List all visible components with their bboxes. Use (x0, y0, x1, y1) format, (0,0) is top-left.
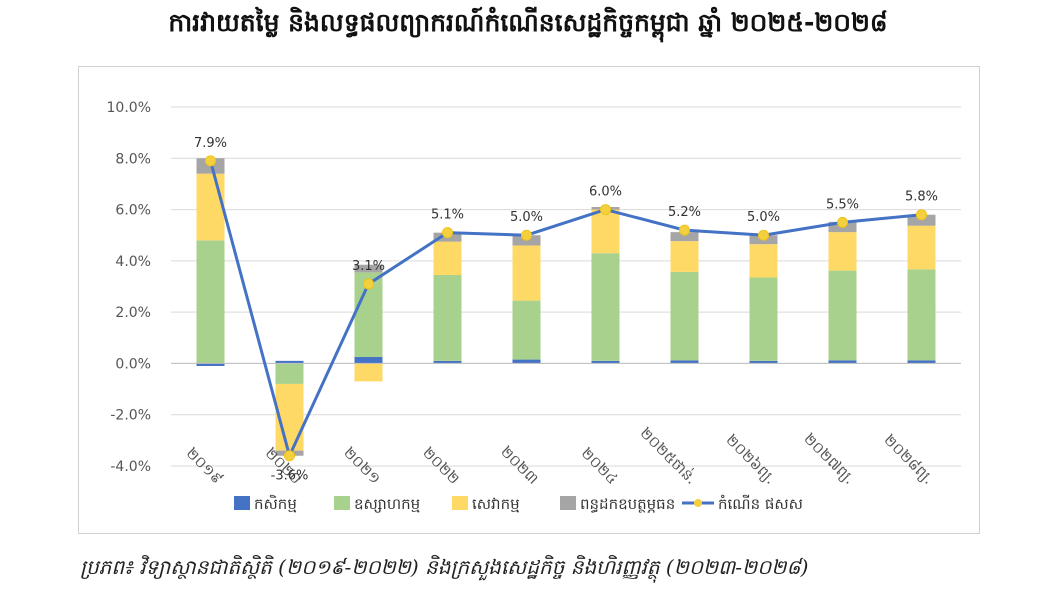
x-tick-label: ២០២៦ព្យ. (722, 431, 779, 488)
line-layer (205, 155, 927, 462)
bar-segment (907, 360, 936, 364)
bar-segment (670, 271, 699, 361)
growth-marker (600, 204, 611, 216)
legend-label: ឧស្សាហកម្ម (354, 495, 420, 513)
bar-segment (828, 270, 857, 361)
data-label: 7.9% (194, 136, 227, 151)
x-tick-label: ២០២៧ព្យ. (800, 430, 858, 488)
y-tick-label: 6.0% (115, 203, 151, 219)
bar-segment (591, 360, 620, 364)
bar-segment (433, 360, 462, 364)
source-note: ប្រភព៖ វិទ្យាស្ថានជាតិស្ថិតិ (២០១៩-២០២២)… (80, 555, 809, 579)
growth-marker (284, 450, 295, 462)
bars-layer (196, 158, 936, 456)
bar-segment (275, 363, 304, 384)
data-label: 5.2% (668, 205, 701, 220)
y-tick-label: 0.0% (115, 356, 151, 372)
y-tick-label: 8.0% (115, 151, 151, 167)
bar-segment (512, 359, 541, 364)
chart-frame: -4.0% -2.0% 0.0% 2.0% 4.0% 6.0% 8.0% 10.0% ២០១៩២… (78, 66, 980, 534)
bar-segment (433, 274, 462, 361)
legend-layer: កសិកម្ម ឧស្សាហកម្ម សេវាកម្ម ពន្ធដកឧបត្ថម្ភធ… (234, 494, 803, 513)
y-tick-label: -4.0% (110, 459, 151, 475)
bar-segment (591, 253, 620, 361)
y-tick-label: -2.0% (110, 408, 151, 424)
bar-segment (670, 360, 699, 364)
growth-marker (916, 209, 927, 221)
bar-segment (354, 357, 383, 364)
bar-segment (196, 363, 225, 366)
bar-segment (828, 360, 857, 364)
chart: -4.0%-2.0%0.0%2.0%4.0%6.0%8.0%10.0%២០១៩២… (107, 100, 961, 513)
labels-layer: 7.9% -3.6% 3.1% 5.1% 5.0% 6.0% 5.2% 5.0% 5.5% 5.8… (194, 136, 938, 484)
growth-marker (679, 224, 690, 236)
data-label: 3.1% (352, 259, 385, 274)
data-label: 6.0% (589, 185, 622, 200)
growth-marker (837, 216, 848, 228)
bar-segment (828, 232, 857, 271)
bar-segment (433, 241, 462, 275)
bar-segment (670, 241, 699, 272)
bar-segment (749, 244, 778, 278)
data-label: 5.0% (510, 210, 543, 225)
growth-marker (758, 229, 769, 241)
bar-segment (749, 277, 778, 361)
bar-segment (749, 360, 778, 364)
x-tick-label: ២០២៣ (497, 442, 542, 487)
bar-segment (591, 209, 620, 254)
y-tick-label: 10.0% (107, 100, 151, 116)
data-label: 5.0% (747, 210, 780, 225)
bar-segment (512, 245, 541, 301)
data-label: 5.8% (905, 190, 938, 205)
data-label: -3.6% (271, 469, 309, 484)
bar-segment (275, 360, 304, 364)
data-label: 5.5% (826, 197, 859, 212)
growth-marker (363, 278, 374, 290)
legend-label: សេវាកម្ម (472, 495, 520, 513)
bar-segment (907, 214, 936, 226)
data-label: 5.1% (431, 208, 464, 223)
x-tick-label: ២០២៨ព្យ. (880, 431, 937, 488)
bar-segment (512, 300, 541, 360)
bar-segment (907, 225, 936, 270)
y-tick-label: 4.0% (115, 254, 151, 270)
bar-segment (196, 173, 225, 241)
growth-marker (521, 229, 532, 241)
legend-swatch (560, 496, 576, 510)
bar-segment (354, 264, 383, 273)
legend-label: កសិកម្ម (254, 494, 297, 513)
growth-marker (442, 227, 453, 239)
growth-line (209, 160, 922, 461)
legend-swatch (452, 496, 468, 510)
legend-swatch (334, 496, 350, 510)
chart-title: ការវាយតម្លៃ និងលទ្ធផលព្យាករណ៍កំណើនសេដ្ឋក… (168, 8, 888, 37)
bar-segment (670, 232, 699, 242)
y-tick-label: 2.0% (115, 305, 151, 321)
legend-swatch (234, 496, 250, 510)
bar-segment (907, 269, 936, 361)
x-tick-label: ២០២៥ថាន់. (636, 423, 701, 488)
legend-label: ពន្ធដកឧបត្ថម្ភធន (580, 495, 675, 513)
legend-marker (694, 499, 702, 507)
growth-marker (205, 155, 216, 167)
bar-segment (196, 240, 225, 364)
bar-segment (354, 363, 383, 382)
legend-label: កំណើន ផសស (718, 494, 803, 513)
